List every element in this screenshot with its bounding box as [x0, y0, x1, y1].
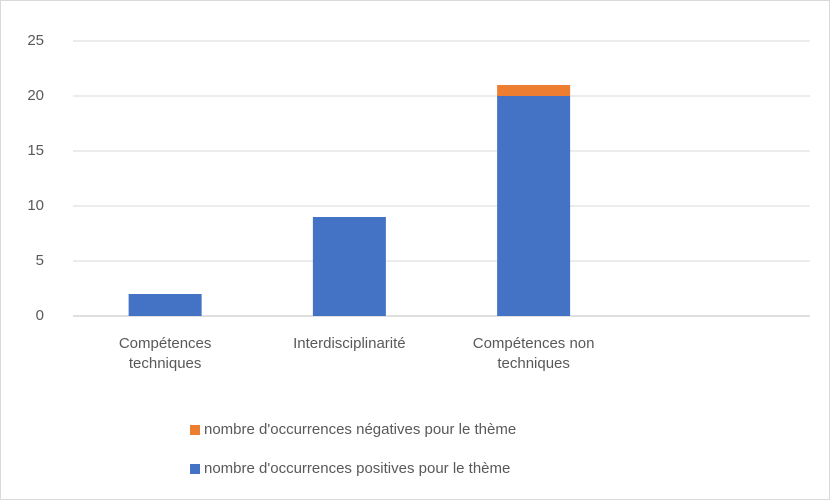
bar-segment — [497, 85, 571, 96]
legend-label: nombre d'occurrences négatives pour le t… — [204, 421, 516, 438]
legend-label: nombre d'occurrences positives pour le t… — [204, 460, 510, 477]
x-tick-label: Compétences techniques — [118, 335, 212, 372]
y-tick-label: 25 — [27, 32, 44, 49]
y-tick-label: 15 — [27, 142, 44, 159]
y-tick-label: 0 — [36, 307, 44, 324]
y-tick-label: 5 — [36, 252, 44, 269]
y-tick-label: 20 — [27, 87, 44, 104]
bar-segment — [128, 294, 202, 316]
bar-segment — [497, 96, 571, 316]
x-tick-label: Compétences non techniques — [472, 335, 595, 372]
legend-swatch — [190, 464, 200, 474]
bar-segment — [312, 217, 386, 316]
y-tick-label: 10 — [27, 197, 44, 214]
legend-swatch — [190, 425, 200, 435]
x-tick-label: Interdisciplinarité — [293, 335, 406, 352]
